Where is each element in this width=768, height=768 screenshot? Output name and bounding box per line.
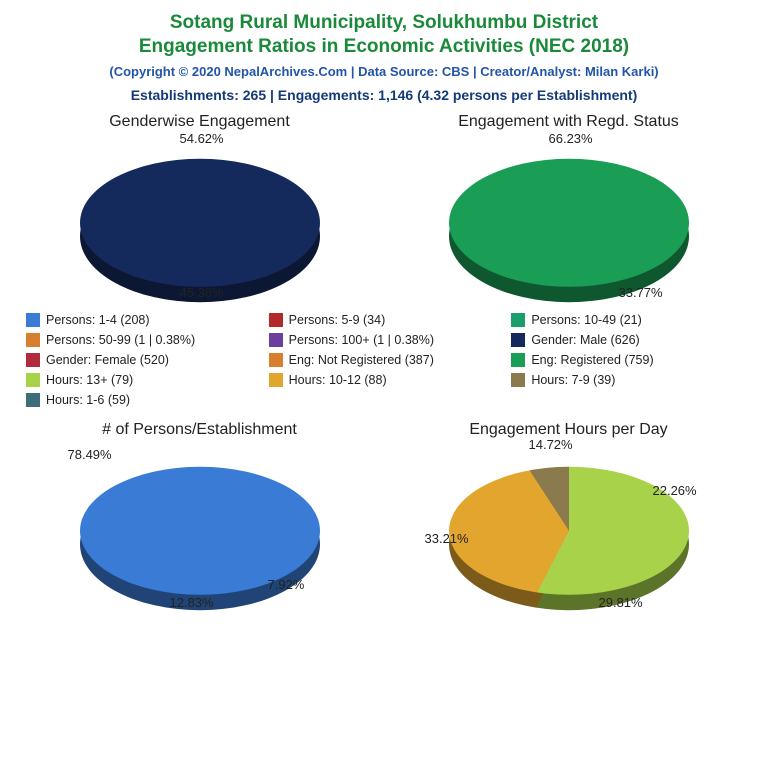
legend-item: Eng: Not Registered (387) [269, 353, 500, 367]
pie-top [80, 467, 320, 595]
summary-line: Establishments: 265 | Engagements: 1,146… [20, 87, 748, 103]
chart-persons-pie: 78.49% 12.83% 7.92% [60, 443, 340, 613]
chart-persons: # of Persons/Establishment 78.49%12.83%7… [20, 421, 379, 613]
pie-top [449, 159, 689, 287]
pie-slice-label: 66.23% [549, 131, 593, 146]
legend-label: Eng: Not Registered (387) [289, 353, 434, 367]
chart-regd: Engagement with Regd. Status 66.23%33.77… [389, 113, 748, 305]
pie-slice-label: 45.38% [180, 285, 224, 300]
legend-item: Hours: 7-9 (39) [511, 373, 742, 387]
legend-swatch [26, 333, 40, 347]
pie-slice-label: 78.49% [68, 447, 112, 462]
chart-hours: Engagement Hours per Day 29.81%33.21%14.… [389, 421, 748, 613]
copyright-line: (Copyright © 2020 NepalArchives.Com | Da… [20, 64, 748, 79]
charts-grid: Genderwise Engagement 54.62%45.38% Engag… [20, 113, 748, 613]
pie-slice-label: 33.77% [619, 285, 663, 300]
legend-swatch [26, 393, 40, 407]
legend-label: Hours: 13+ (79) [46, 373, 133, 387]
legend-label: Eng: Registered (759) [531, 353, 653, 367]
pie-slice-label: 7.92% [268, 577, 305, 592]
chart-hours-pie: 29.81%33.21%14.72%22.26% [429, 443, 709, 613]
legend-item: Hours: 1-6 (59) [26, 393, 257, 407]
legend-item: Persons: 10-49 (21) [511, 313, 742, 327]
legend-swatch [26, 373, 40, 387]
title-line-1: Sotang Rural Municipality, Solukhumbu Di… [20, 12, 748, 34]
legend-label: Persons: 10-49 (21) [531, 313, 641, 327]
chart-regd-title: Engagement with Regd. Status [458, 113, 679, 131]
pie-top [80, 159, 320, 287]
legend-label: Hours: 7-9 (39) [531, 373, 615, 387]
pie-slice-label: 54.62% [180, 131, 224, 146]
legend-item: Gender: Female (520) [26, 353, 257, 367]
legend-swatch [269, 313, 283, 327]
legend-label: Hours: 1-6 (59) [46, 393, 130, 407]
legend-item: Persons: 1-4 (208) [26, 313, 257, 327]
chart-gender-title: Genderwise Engagement [109, 113, 290, 131]
legend-label: Persons: 50-99 (1 | 0.38%) [46, 333, 195, 347]
legend-item: Hours: 13+ (79) [26, 373, 257, 387]
legend-label: Persons: 5-9 (34) [289, 313, 386, 327]
legend-swatch [511, 313, 525, 327]
legend-swatch [26, 353, 40, 367]
pie-slice-label: 22.26% [653, 483, 697, 498]
legend-item: Eng: Registered (759) [511, 353, 742, 367]
legend-label: Persons: 100+ (1 | 0.38%) [289, 333, 434, 347]
legend-item: Persons: 5-9 (34) [269, 313, 500, 327]
legend-swatch [269, 373, 283, 387]
legend: Persons: 1-4 (208) Persons: 5-9 (34) Perso… [20, 305, 748, 421]
legend-swatch [269, 333, 283, 347]
legend-item: Gender: Male (626) [511, 333, 742, 347]
chart-gender: Genderwise Engagement 54.62%45.38% [20, 113, 379, 305]
pie-slice-label: 33.21% [425, 531, 469, 546]
pie-slice-label: 12.83% [170, 595, 214, 610]
legend-label: Gender: Female (520) [46, 353, 169, 367]
pie-slice-label: 14.72% [529, 437, 573, 452]
header: Sotang Rural Municipality, Solukhumbu Di… [20, 12, 748, 103]
legend-swatch [269, 353, 283, 367]
legend-swatch [511, 373, 525, 387]
legend-item: Hours: 10-12 (88) [269, 373, 500, 387]
legend-swatch [26, 313, 40, 327]
chart-persons-title: # of Persons/Establishment [102, 421, 297, 439]
title-line-2: Engagement Ratios in Economic Activities… [20, 36, 748, 58]
legend-item: Persons: 50-99 (1 | 0.38%) [26, 333, 257, 347]
pie-slice-label: 29.81% [599, 595, 643, 610]
legend-label: Persons: 1-4 (208) [46, 313, 150, 327]
legend-item: Persons: 100+ (1 | 0.38%) [269, 333, 500, 347]
chart-gender-pie: 54.62%45.38% [60, 135, 340, 305]
legend-swatch [511, 353, 525, 367]
chart-regd-pie: 66.23%33.77% [429, 135, 709, 305]
legend-swatch [511, 333, 525, 347]
legend-label: Gender: Male (626) [531, 333, 639, 347]
legend-label: Hours: 10-12 (88) [289, 373, 387, 387]
